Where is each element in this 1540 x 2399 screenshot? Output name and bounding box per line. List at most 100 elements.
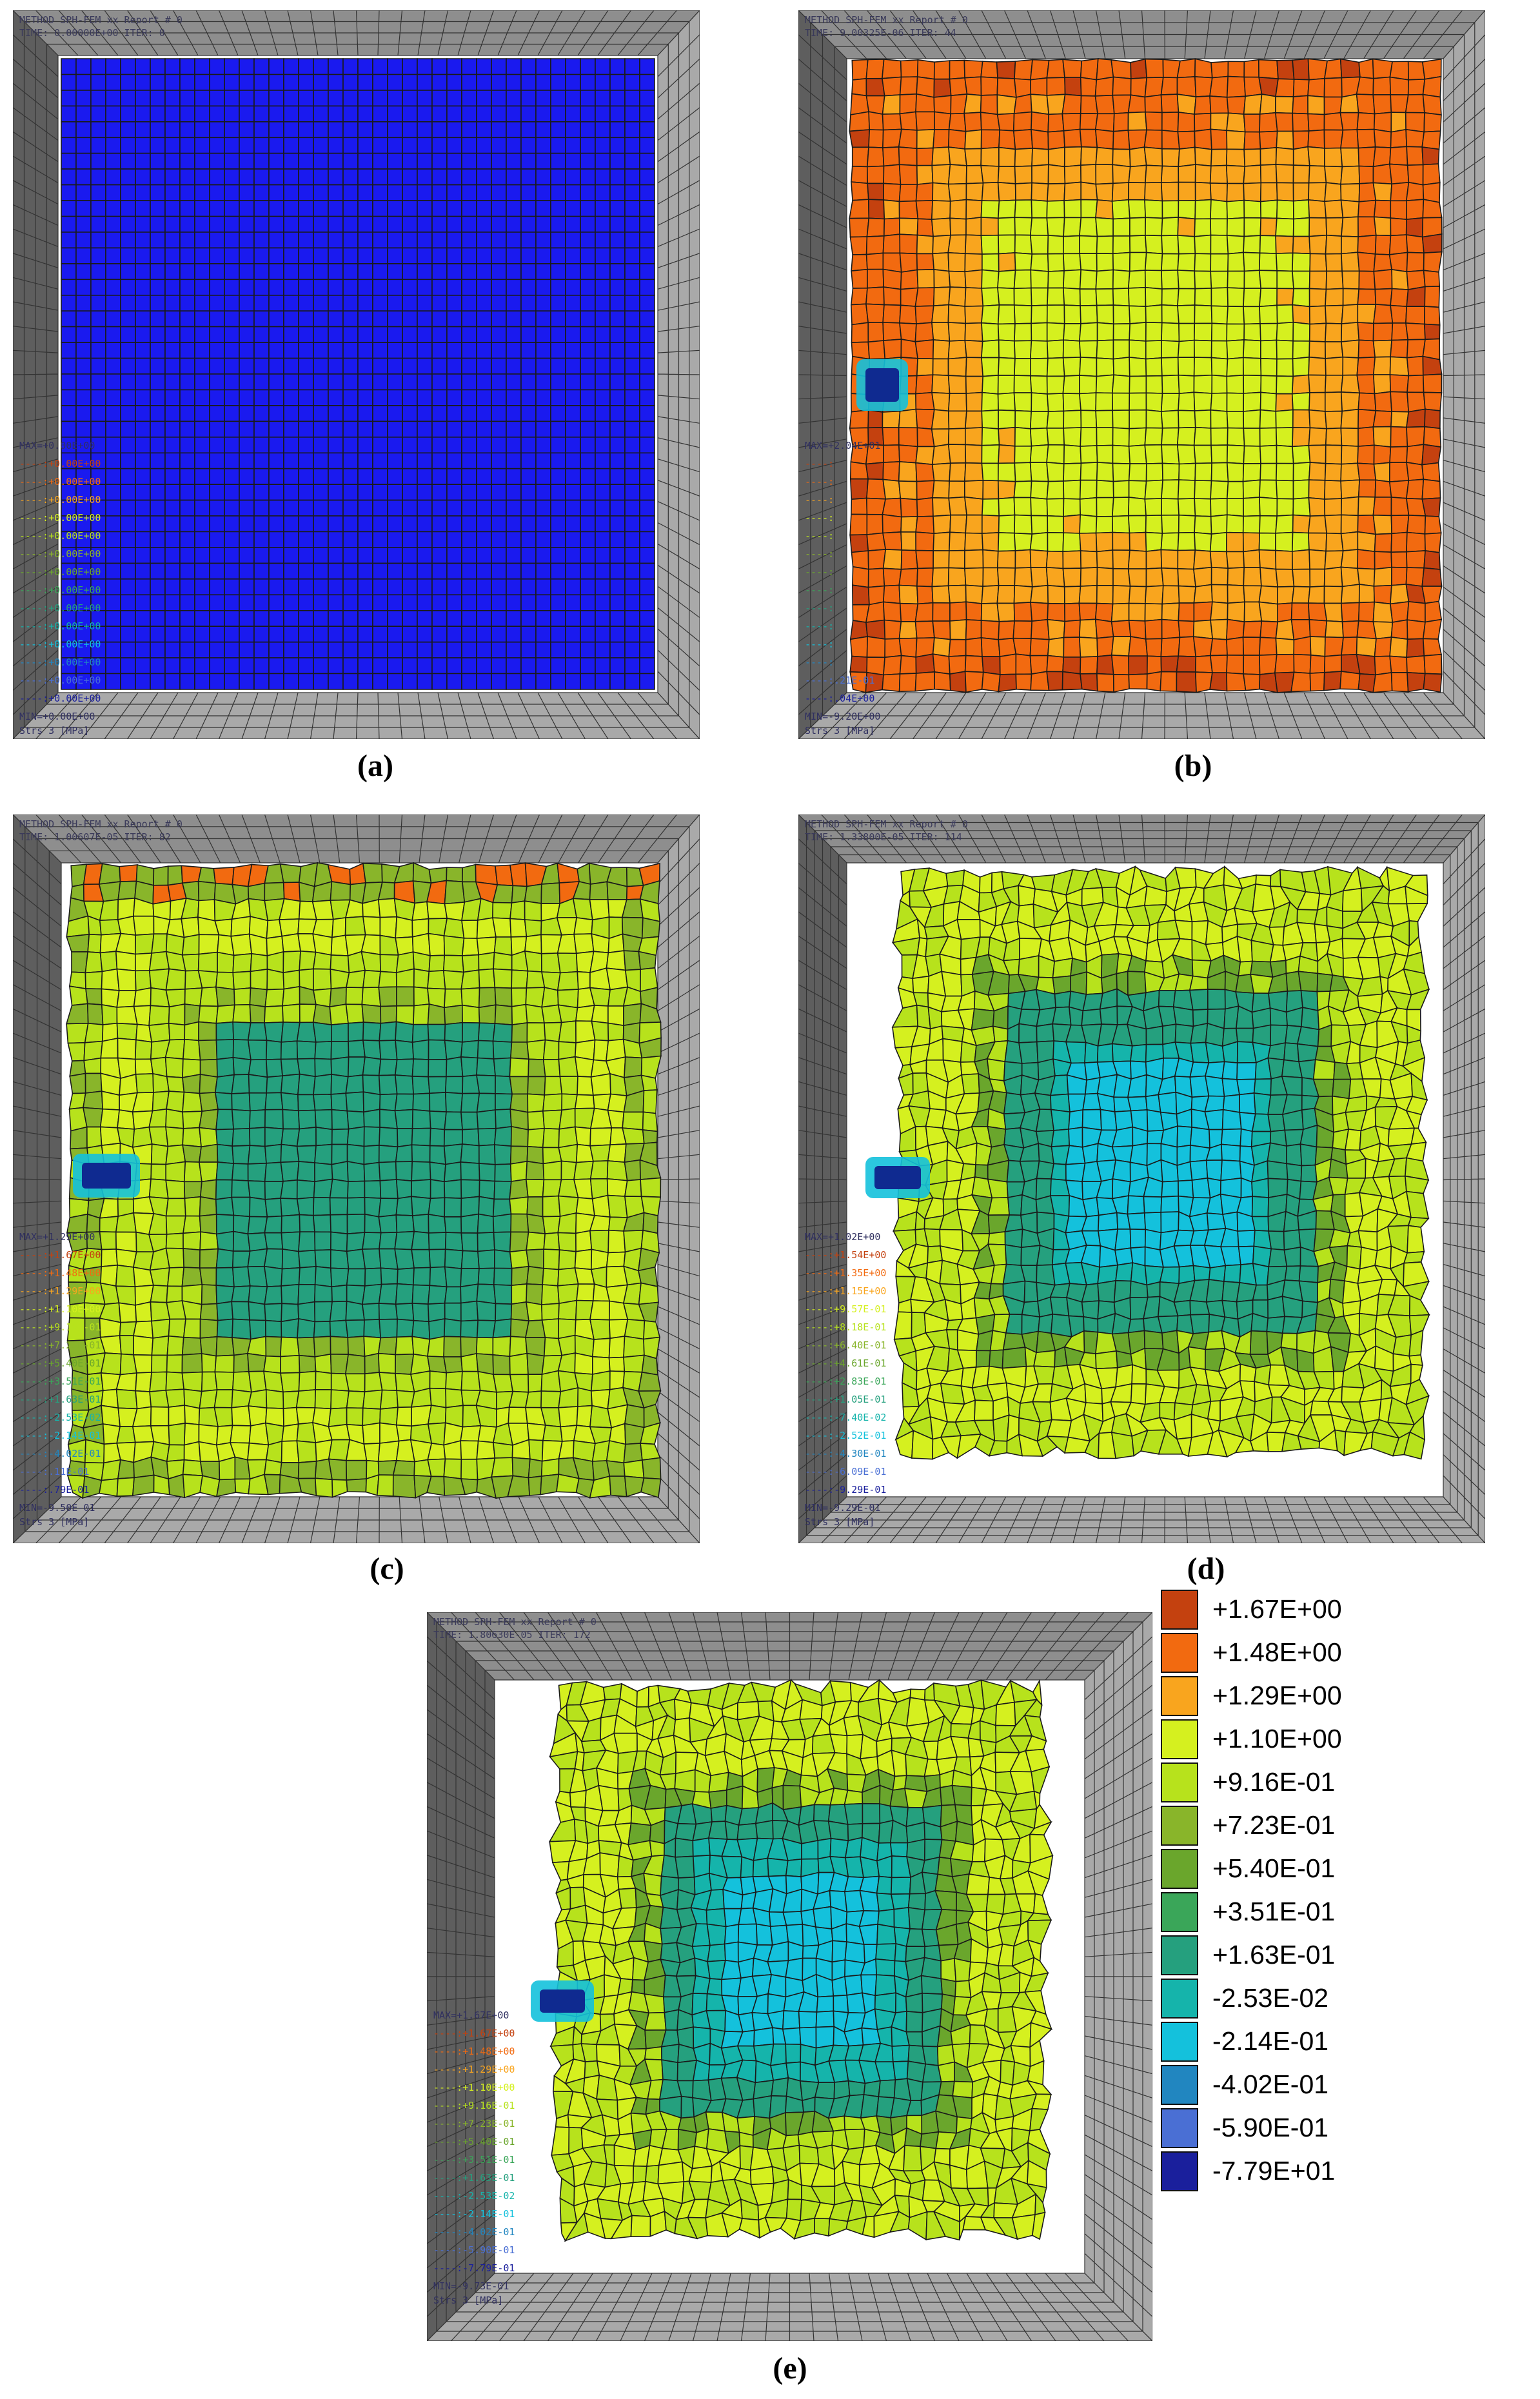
scale-label: ----:+1.67E+00 (433, 2028, 515, 2039)
header-time: TIME: 9.00325E-06 ITER: 44 (805, 27, 956, 39)
scale-label: ----:-9.29E-01 (805, 1484, 886, 1496)
header-line: METHOD SPH-FEM xx Report # 0 (19, 818, 183, 830)
legend-entry: -7.79E+01 (1161, 2149, 1374, 2193)
legend-swatch (1161, 1675, 1198, 1716)
scale-label: ----:+7.23E-01 (19, 1339, 101, 1351)
panel-d: METHOD SPH-FEM xx Report # 0 TIME: 1.3380… (798, 814, 1485, 1543)
header-time: TIME: 1.80630E-05 ITER: 172 (433, 1629, 591, 1641)
scale-label: ----:+1.15E+00 (805, 1285, 886, 1297)
scale-max: MAX=+0.00E+00 (19, 440, 95, 451)
specimen-mesh (891, 865, 1430, 1460)
header-time: TIME: 1.33800E-05 ITER: 114 (805, 831, 962, 843)
legend-entry: +9.16E-01 (1161, 1761, 1374, 1804)
legend-label: -4.02E-01 (1212, 2069, 1329, 2099)
scale-label: ----:+6.40E-01 (805, 1339, 886, 1351)
panel-b: METHOD SPH-FEM xx Report # 0 TIME: 9.0032… (798, 10, 1485, 739)
scale-label: ----:+1.29E+00 (433, 2064, 515, 2075)
scale-label: ----:-2.53E-02 (433, 2190, 515, 2202)
legend-swatch (1161, 1589, 1198, 1630)
scale-label: ----:+0.00E+00 (19, 620, 101, 632)
legend-label: +7.23E-01 (1212, 1810, 1336, 1840)
scale-label: ----:+2.83E-01 (805, 1376, 886, 1387)
legend-label: -2.14E-01 (1212, 2026, 1329, 2056)
scale-label: ----:.79E-01 (19, 1484, 89, 1496)
scale-label: ----:+0.00E+00 (19, 657, 101, 668)
scale-label: ----:-6.09E-01 (805, 1466, 886, 1477)
scale-label: ----:+0.00E+00 (19, 548, 101, 560)
legend-entry: +1.67E+00 (1161, 1588, 1374, 1631)
scale-min: MIN=-9.29E-01 (805, 1502, 880, 1514)
chamber-walls (13, 814, 700, 1543)
specimen-mesh (849, 58, 1443, 693)
scale-label: ----:+5.40E-01 (433, 2136, 515, 2147)
legend-entry: +5.40E-01 (1161, 1847, 1374, 1890)
chamber-walls (427, 1612, 1152, 2341)
scale-label: ----:-4.02E-01 (19, 1448, 101, 1459)
scale-label: ----:+3.51E-01 (433, 2154, 515, 2166)
chamber-walls (798, 814, 1485, 1543)
legend-label: -2.53E-02 (1212, 1983, 1329, 2013)
scale-min: MIN=-9.73E-01 (433, 2280, 509, 2292)
scale-label: ----:+0.00E+00 (19, 566, 101, 578)
scale-label: ----:+0.00E+00 (19, 458, 101, 469)
specimen-mesh (548, 1679, 1054, 2242)
chamber-walls (798, 10, 1485, 739)
legend-entry: +1.29E+00 (1161, 1674, 1374, 1717)
legend-entry: -2.53E-02 (1161, 1977, 1374, 2020)
scale-label: ----:+5.40E-01 (19, 1357, 101, 1369)
header-time: TIME: 1.00607E-05 ITER: 82 (19, 831, 171, 843)
scale-label: ----:+4.61E-01 (805, 1357, 886, 1369)
scale-label: ----: (805, 512, 834, 524)
legend-swatch (1161, 1891, 1198, 1932)
scale-label: ----:+0.00E+00 (19, 494, 101, 506)
scale-label: ----:+0.00E+00 (19, 602, 101, 614)
caption-a: (a) (357, 749, 393, 783)
scale-label: ----:-2.14E-01 (19, 1430, 101, 1441)
legend-label: +1.29E+00 (1212, 1681, 1342, 1710)
scale-label: ----:+1.54E+00 (805, 1249, 886, 1261)
scale-label: ----:+1.35E+00 (805, 1267, 886, 1279)
scale-label: ----:-2.53E-02 (19, 1412, 101, 1423)
scale-max: MAX=+1.29E+00 (19, 1231, 95, 1243)
scale-label: ----:+0.00E+00 (19, 530, 101, 542)
scale-label: ----:+1.29E+00 (19, 1285, 101, 1297)
legend-entry: +1.63E-01 (1161, 1933, 1374, 1977)
scale-label: ----:-4.02E-01 (433, 2226, 515, 2238)
scale-label: ----:.21E-01 (805, 675, 874, 686)
legend-entry: +1.48E+00 (1161, 1631, 1374, 1674)
scale-label: ----:+1.67E+00 (19, 1249, 101, 1261)
legend-label: +9.16E-01 (1212, 1767, 1336, 1797)
scale-label: ----:-4.30E-01 (805, 1448, 886, 1459)
legend-swatch (1161, 2064, 1198, 2105)
scale-label: ----: (805, 584, 834, 596)
legend-swatch (1161, 2108, 1198, 2148)
scale-min: MIN=+0.00E+00 (19, 711, 95, 722)
header-line: METHOD SPH-FEM xx Report # 0 (805, 14, 968, 26)
inclusion-marker (874, 1166, 921, 1189)
specimen-mesh (66, 862, 662, 1499)
legend-entry: -5.90E-01 (1161, 2106, 1374, 2149)
inclusion-marker (540, 1989, 585, 2013)
legend-entry: +7.23E-01 (1161, 1804, 1374, 1847)
header-line: METHOD SPH-FEM xx Report # 0 (19, 14, 183, 26)
legend-entry: +1.10E+00 (1161, 1717, 1374, 1761)
scale-label: ----:+1.63E-01 (433, 2172, 515, 2184)
legend-swatch (1161, 1632, 1198, 1673)
legend-swatch (1161, 1762, 1198, 1802)
legend-swatch (1161, 1719, 1198, 1759)
legend-entry: -4.02E-01 (1161, 2063, 1374, 2106)
header-line: METHOD SPH-FEM xx Report # 0 (433, 1616, 597, 1628)
scale-max: MAX=+2.04E+01 (805, 440, 880, 451)
scale-label: ----:-2.52E-01 (805, 1430, 886, 1441)
legend-entry: +3.51E-01 (1161, 1890, 1374, 1933)
scale-variable: Strs 3 [MPa] (805, 1516, 874, 1528)
scale-label: ----:+9.16E-01 (433, 2100, 515, 2111)
scale-variable: Strs 3 [MPa] (433, 2295, 503, 2306)
scale-label: ----:-7.79E-01 (433, 2262, 515, 2274)
legend-swatch (1161, 1805, 1198, 1846)
scale-label: ----: (805, 638, 834, 650)
scale-label: ----:+0.00E+00 (19, 693, 101, 704)
